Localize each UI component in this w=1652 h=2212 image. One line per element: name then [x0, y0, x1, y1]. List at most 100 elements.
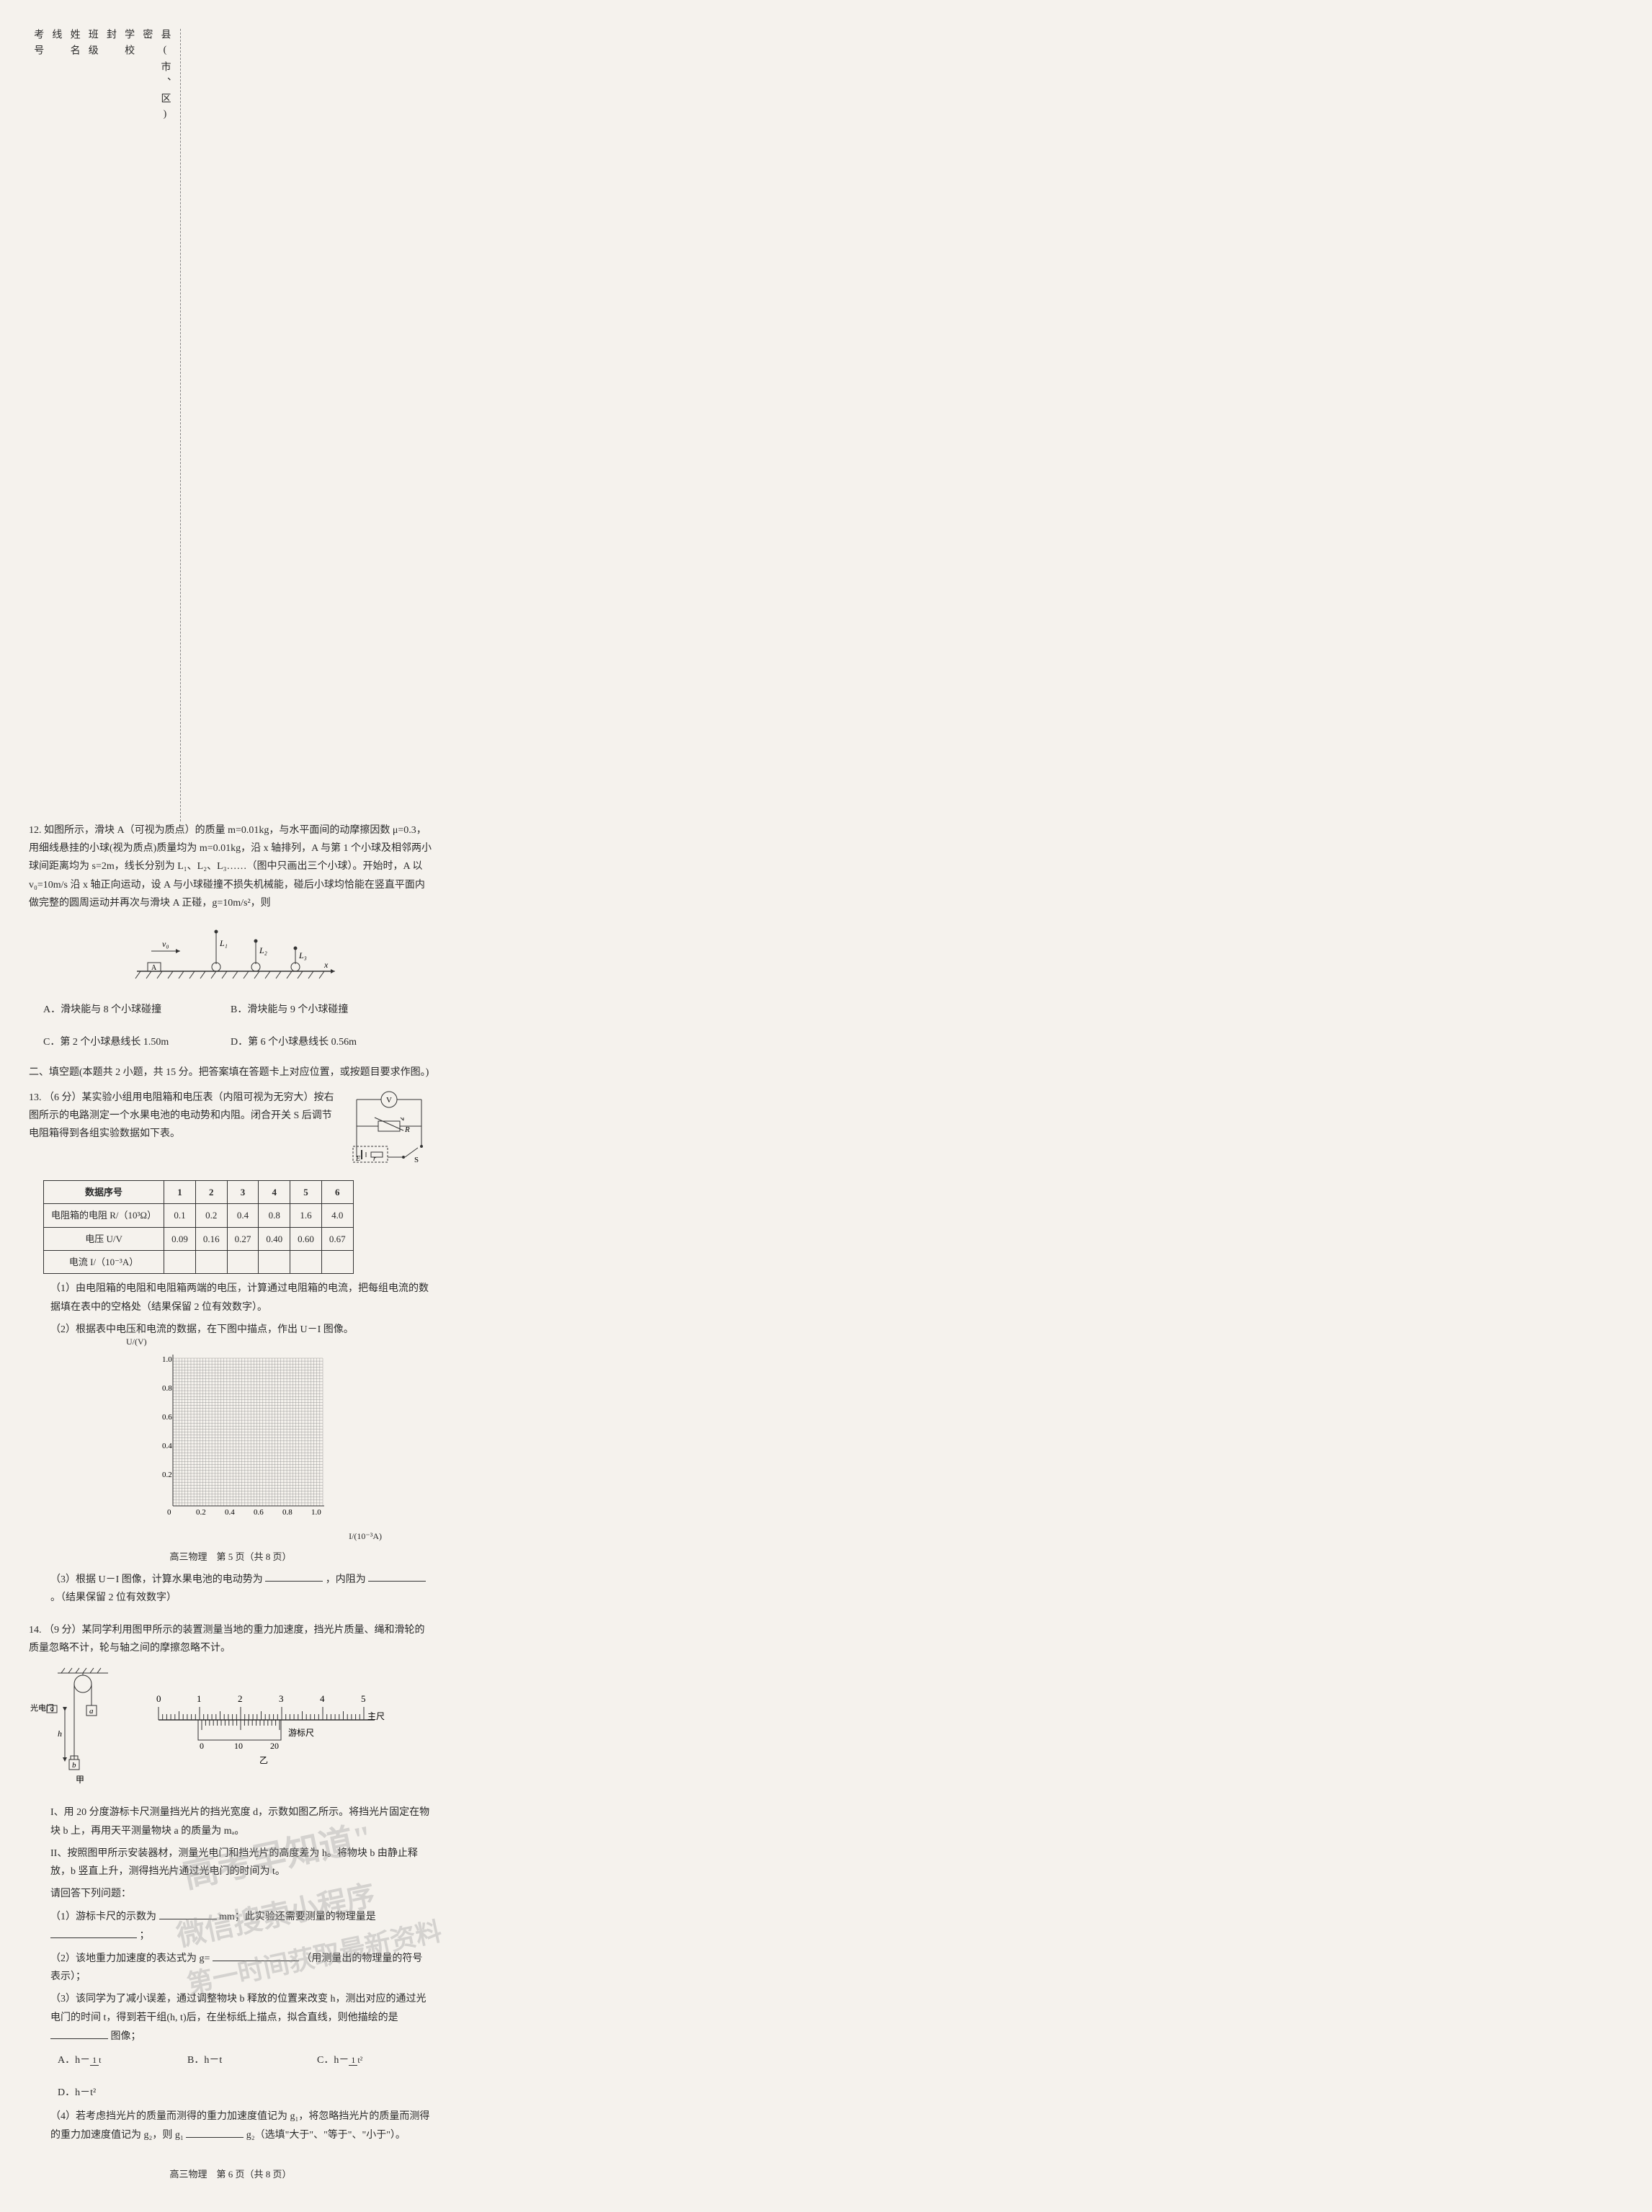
svg-text:R: R — [404, 1125, 410, 1134]
svg-text:0.8: 0.8 — [282, 1508, 293, 1517]
svg-text:光电门: 光电门 — [30, 1703, 54, 1713]
table-cell: 0.67 — [321, 1227, 353, 1250]
q14-opt-c: C．h－1t² — [317, 2051, 418, 2069]
svg-text:1.0: 1.0 — [162, 1355, 172, 1364]
table-cell: 0.8 — [259, 1204, 290, 1227]
side-label: 考号 — [29, 29, 47, 821]
svg-text:甲: 甲 — [76, 1775, 84, 1785]
table-cell: 0.40 — [259, 1227, 290, 1250]
q12-text: 如图所示，滑块 A（可视为质点）的质量 m=0.01kg，与水平面间的动摩擦因数… — [29, 825, 432, 909]
q14-opt-b: B．h－t — [187, 2051, 288, 2069]
table-header: 4 — [259, 1180, 290, 1203]
q14-sub2: （2）该地重力加速度的表达式为 g= （用测量出的物理量的符号表示）； — [50, 1949, 432, 1986]
q14-partI: I、用 20 分度游标卡尺测量挡光片的挡光宽度 d，示数如图乙所示。将挡光片固定… — [50, 1803, 432, 1839]
table-cell: 4.0 — [321, 1204, 353, 1227]
y-axis-label: U/(V) — [126, 1334, 147, 1350]
table-header: 1 — [164, 1180, 196, 1203]
svg-text:4: 4 — [320, 1693, 325, 1704]
svg-text:b: b — [72, 1761, 76, 1770]
q14-sub3: （3）该同学为了减小误差，通过调整物块 b 释放的位置来改变 h，测出对应的通过… — [50, 1990, 432, 2045]
q14-vernier: 0 1 2 3 4 5 主尺 0 10 20 游标尺 乙 — [144, 1687, 389, 1773]
q14-prompt: 请回答下列问题： — [50, 1885, 432, 1903]
svg-text:h: h — [58, 1729, 62, 1739]
q13-text: （6 分）某实验小组用电阻箱和电压表（内阻可视为无穷大）按右图所示的电路测定一个… — [29, 1092, 334, 1139]
q14-partII: II、按照图甲所示安装器材，测量光电门和挡光片的高度差为 h。将物块 b 由静止… — [50, 1845, 432, 1881]
blank-r — [368, 1570, 426, 1582]
side-sep: 密 — [138, 29, 156, 821]
svg-text:2: 2 — [238, 1693, 243, 1704]
table-row: 数据序号 1 2 3 4 5 6 — [44, 1180, 354, 1203]
svg-text:L₁: L₁ — [219, 938, 228, 948]
blank-qty — [50, 1926, 137, 1938]
binding-margin: 考号 线 姓名 班级 封 学校 密 县(市、区) — [29, 29, 181, 821]
svg-text:r: r — [373, 1155, 376, 1163]
svg-text:x: x — [323, 960, 329, 970]
table-header: 数据序号 — [44, 1180, 164, 1203]
table-row: 电阻箱的电阻 R/（10³Ω） 0.1 0.2 0.4 0.8 1.6 4.0 — [44, 1204, 354, 1227]
table-cell: 0.27 — [227, 1227, 259, 1250]
svg-text:0: 0 — [200, 1741, 204, 1751]
q13-sub2: （2）根据表中电压和电流的数据，在下图中描点，作出 U－I 图像。 — [50, 1321, 432, 1339]
q13-circuit: V R E r — [346, 1089, 432, 1174]
svg-text:L₃: L₃ — [298, 950, 307, 960]
svg-text:0.6: 0.6 — [162, 1413, 172, 1422]
side-sep: 封 — [102, 29, 120, 821]
table-cell: 0.1 — [164, 1204, 196, 1227]
side-label: 班级 — [84, 29, 102, 821]
blank-emf — [265, 1570, 323, 1582]
svg-text:S: S — [414, 1156, 419, 1164]
q12-opt-b: B．滑块能与 9 个小球碰撞 — [231, 1001, 389, 1019]
q13-sub1: （1）由电阻箱的电阻和电阻箱两端的电压，计算通过电阻箱的电流，把每组电流的数据填… — [50, 1280, 432, 1316]
table-row: 电压 U/V 0.09 0.16 0.27 0.40 0.60 0.67 — [44, 1227, 354, 1250]
svg-text:20: 20 — [270, 1741, 279, 1751]
table-cell: 电流 I/（10⁻³A） — [44, 1251, 164, 1274]
table-cell — [259, 1251, 290, 1274]
q14-number: 14. — [29, 1625, 42, 1636]
svg-text:游标尺: 游标尺 — [288, 1728, 314, 1738]
svg-text:0.8: 0.8 — [162, 1384, 172, 1393]
table-cell: 0.60 — [290, 1227, 322, 1250]
table-cell — [321, 1251, 353, 1274]
blank-graph — [50, 2027, 108, 2039]
q13-table: 数据序号 1 2 3 4 5 6 电阻箱的电阻 R/（10³Ω） 0.1 0.2… — [43, 1180, 354, 1275]
section-2-title: 二、填空题(本题共 2 小题，共 15 分。把答案填在答题卡上对应位置，或按题目… — [29, 1063, 432, 1082]
table-cell: 电压 U/V — [44, 1227, 164, 1250]
q14-text: （9 分）某同学利用图甲所示的装置测量当地的重力加速度，挡光片质量、绳和滑轮的质… — [29, 1625, 425, 1654]
table-cell: 电阻箱的电阻 R/（10³Ω） — [44, 1204, 164, 1227]
q14-sub4: （4）若考虑挡光片的质量而测得的重力加速度值记为 g₁，将忽略挡光片的质量而测得… — [50, 2108, 432, 2144]
svg-text:0.4: 0.4 — [225, 1508, 235, 1517]
question-12: 12. 如图所示，滑块 A（可视为质点）的质量 m=0.01kg，与水平面间的动… — [29, 821, 432, 1052]
q14-opt-a: A．h－1t — [58, 2051, 158, 2069]
svg-text:0.2: 0.2 — [196, 1508, 206, 1517]
blank-g — [213, 1949, 299, 1961]
svg-text:0: 0 — [156, 1693, 161, 1704]
table-header: 6 — [321, 1180, 353, 1203]
x-axis-label: I/(10⁻³A) — [349, 1529, 382, 1545]
footer-right: 高三物理 第 6 页（共 8 页） — [29, 2166, 432, 2182]
q12-number: 12. — [29, 825, 42, 836]
blank-vernier — [159, 1907, 217, 1919]
svg-text:A: A — [151, 964, 157, 972]
table-cell — [195, 1251, 227, 1274]
table-cell — [290, 1251, 322, 1274]
side-label: 姓名 — [65, 29, 83, 821]
table-cell: 0.09 — [164, 1227, 196, 1250]
table-cell — [164, 1251, 196, 1274]
table-row: 电流 I/（10⁻³A） — [44, 1251, 354, 1274]
svg-text:10: 10 — [234, 1741, 243, 1751]
side-label: 学校 — [120, 29, 138, 821]
table-header: 3 — [227, 1180, 259, 1203]
side-sep: 线 — [47, 29, 65, 821]
q14-options: A．h－1t B．h－t C．h－1t² D．h－t² — [58, 2051, 432, 2102]
q12-diagram-svg: A v₀ L₁ L₂ — [122, 921, 339, 986]
blank-compare — [186, 2126, 244, 2138]
q14-sub1: （1）游标卡尺的示数为 mm；此实验还需要测量的物理量是 ； — [50, 1907, 432, 1945]
table-header: 5 — [290, 1180, 322, 1203]
q12-figure: A v₀ L₁ L₂ — [29, 921, 432, 992]
q13-number: 13. — [29, 1092, 42, 1103]
q12-opt-c: C．第 2 个小球悬线长 1.50m — [43, 1033, 202, 1051]
svg-text:0.4: 0.4 — [162, 1442, 172, 1450]
svg-text:0: 0 — [167, 1508, 171, 1517]
svg-text:a: a — [89, 1707, 94, 1716]
q13-sub3: （3）根据 U－I 图像，计算水果电池的电动势为 ，内阻为 。（结果保留 2 位… — [50, 1570, 432, 1607]
